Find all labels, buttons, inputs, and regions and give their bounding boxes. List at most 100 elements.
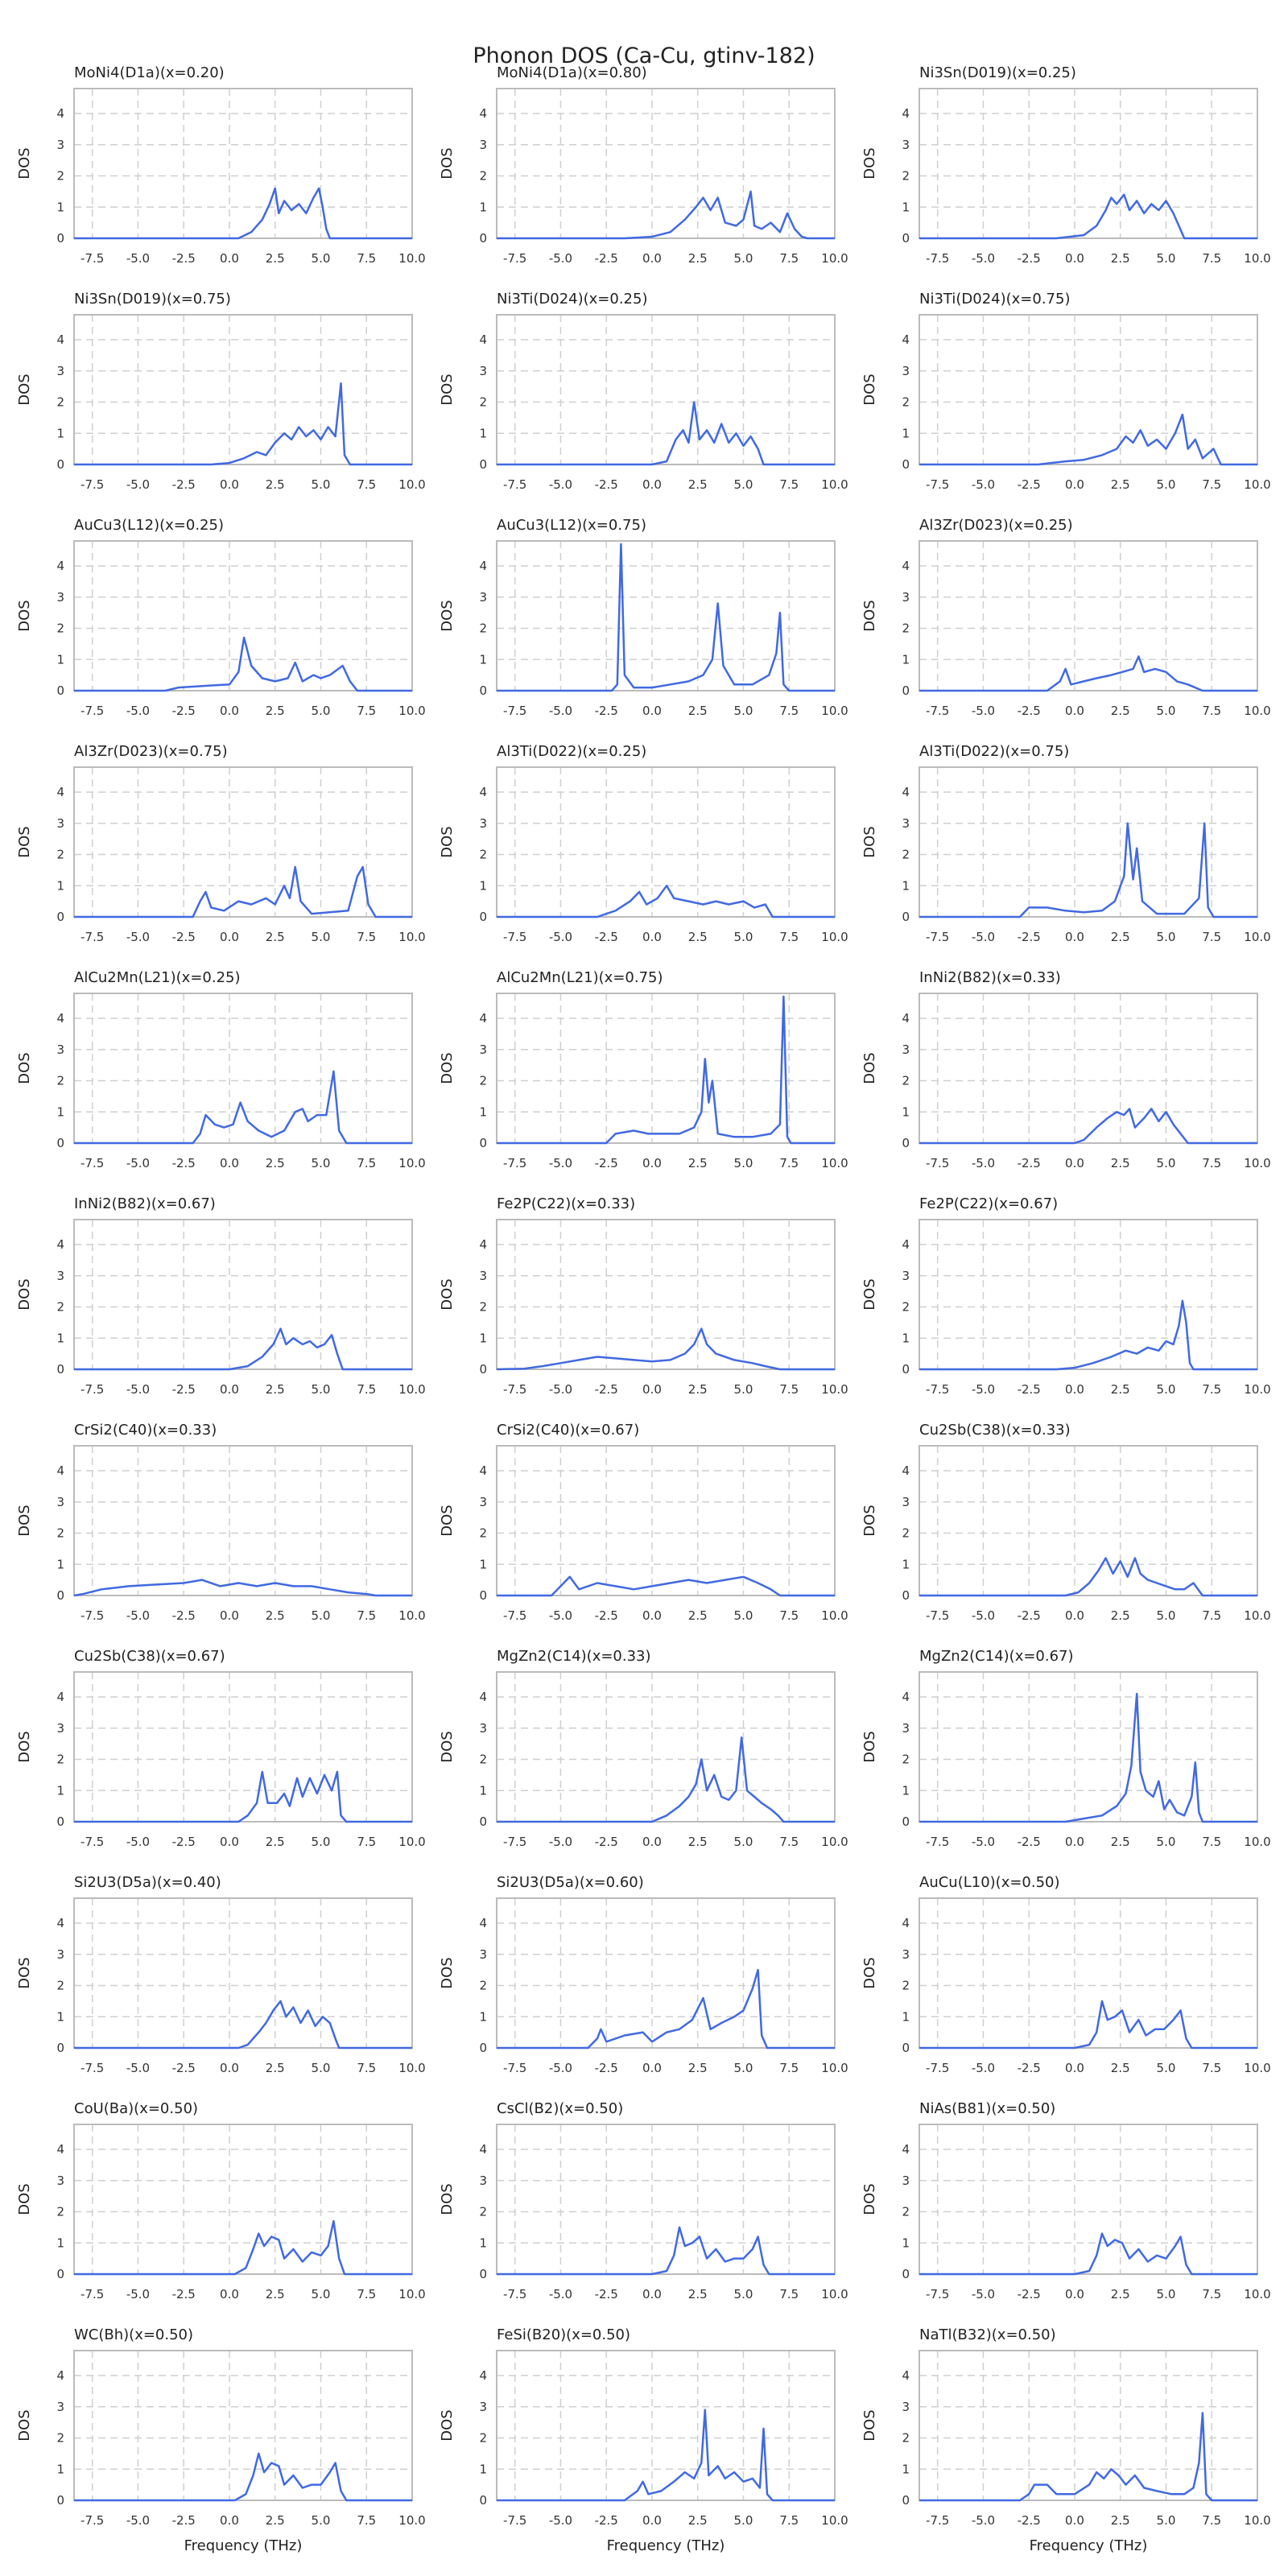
x-tick-label: 0.0 (1065, 1835, 1084, 1849)
y-tick-label: 2 (479, 848, 487, 862)
y-tick-label: 2 (902, 621, 910, 636)
x-tick-label: 5.0 (1157, 477, 1176, 492)
y-axis-label: DOS (439, 1278, 456, 1310)
x-tick-label: -7.5 (80, 1835, 104, 1849)
y-tick-label: 1 (56, 1104, 64, 1119)
y-tick-label: 0 (479, 1362, 487, 1377)
x-tick-label: 7.5 (357, 2513, 376, 2528)
y-tick-label: 2 (479, 1300, 487, 1315)
panel-13: -7.5 -5.0 -2.5 0.0 2.5 5.0 7.5 10.0 0 1 2 3 4 DOS AlCu… (439, 969, 848, 1170)
y-tick-label: 2 (56, 1979, 64, 1993)
x-tick-label: 5.0 (734, 2513, 753, 2528)
x-tick-label: -2.5 (595, 251, 618, 266)
x-tick-label: 5.0 (312, 1835, 331, 1849)
x-tick-label: 5.0 (312, 477, 331, 492)
x-tick-label: -7.5 (926, 251, 949, 266)
x-tick-label: 7.5 (1202, 1382, 1221, 1397)
y-axis-label: DOS (439, 1505, 456, 1536)
panel-title: NaTl(B32)(x=0.50) (919, 2326, 1056, 2343)
panel-title: WC(Bh)(x=0.50) (74, 2326, 193, 2343)
plot-frame (496, 88, 836, 239)
plot-frame (73, 2124, 413, 2275)
x-tick-label: -5.0 (126, 2287, 150, 2301)
x-tick-label: -5.0 (549, 251, 572, 266)
x-tick-label: 0.0 (1065, 2061, 1084, 2075)
x-tick-label: 7.5 (357, 930, 376, 944)
panel-9: -7.5 -5.0 -2.5 0.0 2.5 5.0 7.5 10.0 0 1 2 3 4 DOS Al3Z… (16, 743, 426, 944)
y-tick-label: 4 (479, 1916, 487, 1930)
y-tick-label: 4 (479, 332, 487, 347)
x-tick-label: -7.5 (80, 2287, 104, 2301)
x-tick-label: 2.5 (1111, 704, 1130, 718)
plot-frame (496, 1219, 836, 1370)
x-tick-label: 5.0 (734, 2061, 753, 2075)
x-tick-label: 5.0 (312, 1608, 331, 1623)
x-tick-label: 7.5 (357, 251, 376, 266)
x-tick-label: 2.5 (1111, 251, 1130, 266)
y-tick-label: 4 (479, 559, 487, 573)
x-tick-label: 10.0 (398, 1608, 425, 1623)
dos-line (919, 655, 1257, 692)
y-tick-label: 2 (902, 2205, 910, 2219)
x-tick-label: 2.5 (688, 1156, 708, 1170)
x-tick-label: -2.5 (1018, 930, 1041, 944)
x-tick-label: 0.0 (220, 1835, 239, 1849)
y-tick-label: 4 (479, 1463, 487, 1478)
figure-title: Phonon DOS (Ca-Cu, gtinv-182) (473, 43, 815, 68)
x-tick-label: 2.5 (1111, 1156, 1130, 1170)
x-tick-label: 7.5 (1202, 1156, 1221, 1170)
y-tick-label: 2 (902, 1752, 910, 1767)
y-axis-label: DOS (861, 1731, 878, 1762)
y-tick-label: 3 (902, 1269, 910, 1283)
y-tick-label: 4 (479, 2142, 487, 2157)
y-tick-label: 0 (56, 2267, 64, 2281)
x-tick-label: 10.0 (1244, 2513, 1270, 2528)
x-tick-label: -5.0 (126, 704, 150, 718)
x-tick-label: -5.0 (972, 2287, 995, 2301)
y-tick-label: 0 (479, 457, 487, 472)
x-tick-label: 2.5 (1111, 2061, 1130, 2075)
y-tick-label: 2 (902, 1300, 910, 1315)
x-tick-label: 10.0 (1244, 1382, 1270, 1397)
plot-frame (496, 1671, 836, 1823)
y-tick-label: 1 (902, 1104, 910, 1119)
panel-title: Si2U3(D5a)(x=0.40) (74, 1874, 221, 1891)
x-tick-label: 7.5 (1202, 1835, 1221, 1849)
x-tick-label: 10.0 (821, 477, 848, 492)
x-tick-label: 5.0 (1157, 2061, 1176, 2075)
y-tick-label: 2 (56, 1074, 64, 1088)
x-tick-label: 2.5 (266, 930, 285, 944)
y-tick-label: 2 (479, 169, 487, 184)
y-tick-label: 1 (479, 2009, 487, 2024)
x-tick-label: 10.0 (821, 1382, 848, 1397)
plot-frame (919, 2350, 1258, 2501)
y-tick-label: 0 (479, 231, 487, 246)
y-tick-label: 0 (479, 683, 487, 698)
y-tick-label: 0 (56, 1588, 64, 1603)
x-tick-label: -2.5 (1018, 1382, 1041, 1397)
panel-2: -7.5 -5.0 -2.5 0.0 2.5 5.0 7.5 10.0 0 1 2 3 4 DOS Ni3S… (861, 64, 1271, 266)
x-tick-label: 5.0 (1157, 251, 1176, 266)
x-tick-label: 2.5 (1111, 2513, 1130, 2528)
panel-title: Cu2Sb(C38)(x=0.33) (919, 1422, 1071, 1439)
y-tick-label: 1 (902, 2462, 910, 2476)
y-tick-label: 4 (902, 1916, 910, 1930)
y-tick-label: 4 (56, 1463, 64, 1478)
panel-15: -7.5 -5.0 -2.5 0.0 2.5 5.0 7.5 10.0 0 1 2 3 4 DOS InNi… (16, 1195, 426, 1397)
y-tick-label: 1 (56, 878, 64, 893)
panel-10: -7.5 -5.0 -2.5 0.0 2.5 5.0 7.5 10.0 0 1 2 3 4 DOS Al3T… (439, 743, 848, 944)
dos-line (919, 2232, 1257, 2276)
x-tick-label: -7.5 (926, 477, 949, 492)
x-tick-label: 2.5 (266, 477, 285, 492)
y-tick-label: 2 (479, 1752, 487, 1767)
x-tick-label: 2.5 (1111, 2287, 1130, 2301)
y-tick-label: 0 (479, 910, 487, 924)
y-tick-label: 1 (902, 200, 910, 214)
y-tick-label: 1 (479, 1783, 487, 1798)
y-tick-label: 3 (479, 1721, 487, 1736)
x-tick-label: 0.0 (642, 930, 662, 944)
panel-title: Ni3Ti(D024)(x=0.75) (919, 291, 1070, 308)
y-tick-label: 4 (479, 1011, 487, 1026)
y-tick-label: 0 (902, 231, 910, 246)
